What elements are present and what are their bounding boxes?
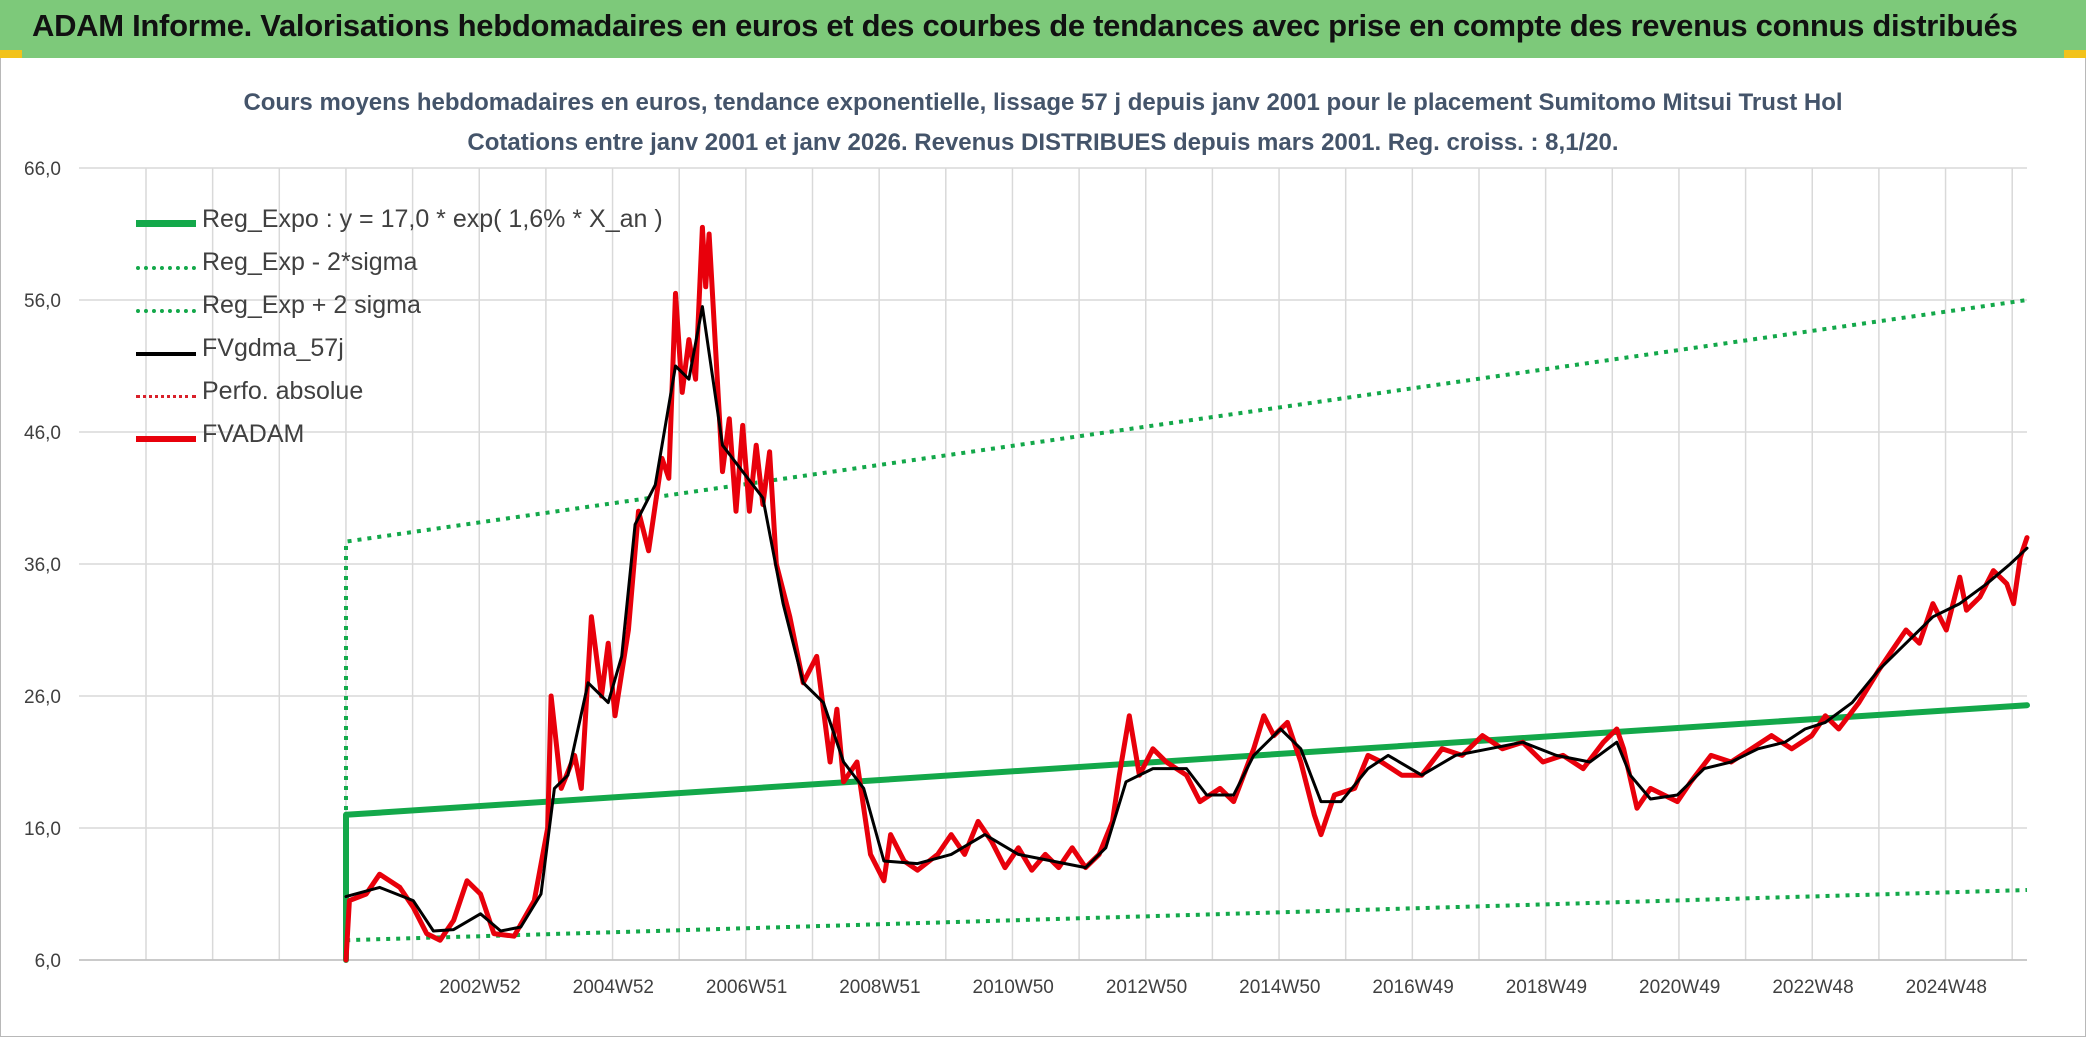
banner-corner-right — [2064, 50, 2086, 58]
legend-label-fvgdma: FVgdma_57j — [202, 334, 344, 362]
x-tick-label: 2022W48 — [1772, 977, 1853, 998]
y-tick-label: 56,0 — [24, 291, 61, 312]
series-layer — [343, 224, 2030, 963]
x-axis: 2002W52 2004W52 2006W51 2008W51 2010W50 2012W… — [79, 959, 2027, 998]
legend-label-reg-exp-plus: Reg_Exp + 2 sigma — [202, 291, 421, 319]
x-tick-label: 2016W49 — [1372, 977, 1453, 998]
title-banner: ADAM Informe. Valorisations hebdomadaire… — [0, 0, 2086, 58]
x-tick-label: 2004W52 — [573, 977, 654, 998]
report-title: ADAM Informe. Valorisations hebdomadaire… — [32, 8, 2018, 43]
y-tick-label: 66,0 — [24, 159, 61, 180]
legend-swatch-reg-exp-minus — [136, 266, 196, 270]
x-tick-label: 2006W51 — [706, 977, 787, 998]
x-tick-label: 2012W50 — [1106, 977, 1187, 998]
y-tick-label: 6,0 — [35, 951, 61, 972]
chart-title: Cours moyens hebdomadaires en euros, ten… — [243, 89, 1842, 116]
y-tick-label: 26,0 — [24, 687, 61, 708]
chart-subtitle: Cotations entre janv 2001 et janv 2026. … — [467, 129, 1618, 156]
x-tick-label: 2010W50 — [973, 977, 1054, 998]
x-tick-label: 2018W49 — [1506, 977, 1587, 998]
y-axis: 6,0 16,0 26,0 36,0 46,0 56,0 66,0 — [24, 159, 61, 972]
series-line-reg-expo — [343, 702, 2030, 963]
legend-label-reg-exp-minus: Reg_Exp - 2*sigma — [202, 248, 418, 276]
legend-swatch-fvadam — [136, 436, 196, 442]
y-tick-label: 36,0 — [24, 555, 61, 576]
series-line-reg-exp — [344, 298, 2028, 960]
y-tick-label: 46,0 — [24, 423, 61, 444]
series-line-reg-exp — [344, 888, 2028, 960]
legend-swatch-fvgdma — [136, 352, 196, 356]
chart-grid — [79, 167, 2027, 961]
legend-label-fvadam: FVADAM — [202, 420, 305, 448]
banner-corner-left — [0, 50, 22, 58]
y-tick-label: 16,0 — [24, 819, 61, 840]
x-tick-label: 2014W50 — [1239, 977, 1320, 998]
legend-swatch-perfo — [136, 395, 196, 398]
legend-label-perfo: Perfo. absolue — [202, 377, 364, 405]
x-tick-label: 2008W51 — [839, 977, 920, 998]
x-tick-label: 2024W48 — [1906, 977, 1987, 998]
x-tick-label: 2002W52 — [439, 977, 520, 998]
series-line-fvgdma-57j — [344, 305, 2029, 933]
legend-swatch-reg-expo — [136, 220, 196, 227]
legend-swatch-reg-exp-plus — [136, 309, 196, 313]
x-tick-label: 2020W49 — [1639, 977, 1720, 998]
legend-label-reg-expo: Reg_Expo : y = 17,0 * exp( 1,6% * X_an ) — [202, 205, 663, 233]
